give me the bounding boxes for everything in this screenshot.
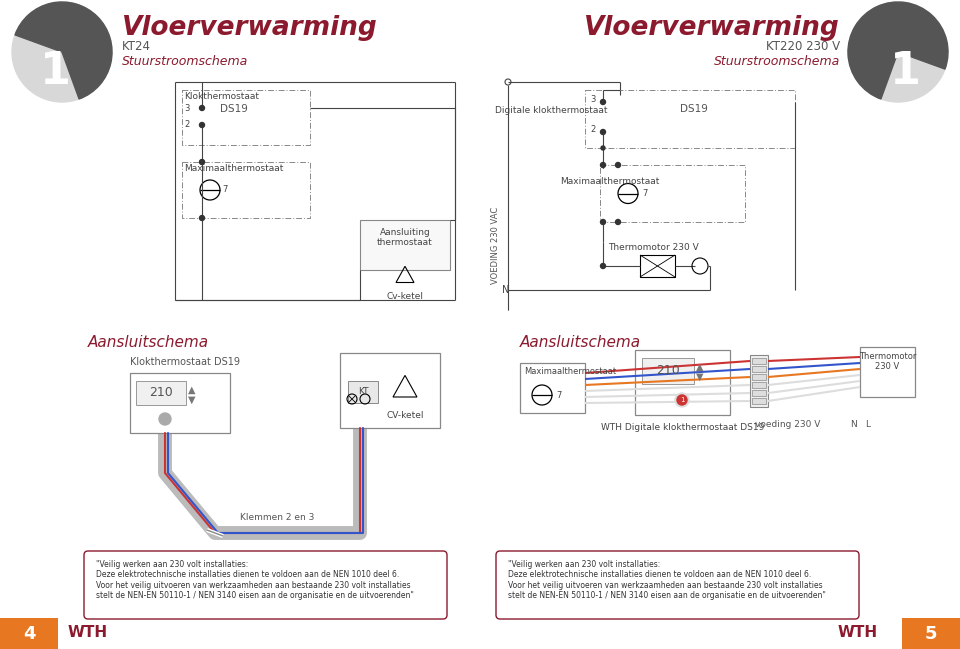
Bar: [0, 618, 58, 649]
Text: KT220 230 V: KT220 230 V: [766, 40, 840, 53]
Text: DS19: DS19: [680, 104, 708, 114]
Text: thermostaat: thermostaat: [377, 238, 433, 247]
Circle shape: [601, 162, 606, 167]
Text: Klokthermostaat: Klokthermostaat: [184, 92, 259, 101]
Text: 7: 7: [556, 391, 562, 400]
Text: Maximaalthermostaat: Maximaalthermostaat: [560, 177, 660, 186]
Bar: [182, 90, 310, 145]
Bar: [860, 347, 915, 397]
Text: WTH Digitale klokthermostaat DS19: WTH Digitale klokthermostaat DS19: [601, 423, 764, 432]
Bar: [130, 373, 230, 433]
Bar: [640, 255, 675, 277]
Text: ▼: ▼: [696, 372, 704, 382]
Text: ▲: ▲: [188, 385, 196, 395]
Text: WTH: WTH: [838, 625, 878, 640]
Text: Digitale klokthermostaat: Digitale klokthermostaat: [495, 106, 608, 115]
Bar: [600, 165, 745, 222]
Bar: [752, 398, 766, 404]
Text: 4: 4: [23, 625, 36, 643]
Bar: [585, 90, 795, 148]
Text: Aansluiting: Aansluiting: [379, 228, 430, 237]
Text: 3: 3: [590, 95, 595, 104]
Bar: [136, 381, 186, 405]
Text: VOEDING 230 VAC: VOEDING 230 VAC: [491, 206, 499, 284]
Bar: [520, 363, 585, 413]
Text: Vloerverwarming: Vloerverwarming: [122, 15, 377, 41]
Text: 1: 1: [890, 51, 921, 93]
Text: N: N: [502, 285, 510, 295]
Wedge shape: [848, 2, 948, 99]
Text: Klemmen 2 en 3: Klemmen 2 en 3: [240, 513, 314, 522]
Text: 2: 2: [590, 125, 595, 134]
Text: 7: 7: [222, 186, 228, 195]
Bar: [752, 390, 766, 396]
Bar: [750, 355, 768, 407]
Circle shape: [601, 263, 606, 269]
Circle shape: [601, 99, 606, 104]
Bar: [635, 350, 730, 415]
Text: Aansluitschema: Aansluitschema: [88, 335, 209, 350]
Text: WTH: WTH: [68, 625, 108, 640]
Text: "Veilig werken aan 230 volt installaties:
Deze elektrotechnische installaties di: "Veilig werken aan 230 volt installaties…: [508, 560, 826, 600]
FancyBboxPatch shape: [84, 551, 447, 619]
Circle shape: [159, 413, 171, 425]
Circle shape: [601, 146, 605, 150]
Circle shape: [200, 215, 204, 221]
Text: Vloerverwarming: Vloerverwarming: [585, 15, 840, 41]
Text: Aansluitschema: Aansluitschema: [520, 335, 641, 350]
Text: Maximaalthermostaat: Maximaalthermostaat: [184, 164, 283, 173]
Text: KT24: KT24: [122, 40, 151, 53]
Text: Stuurstroomschema: Stuurstroomschema: [122, 55, 249, 68]
Bar: [752, 382, 766, 388]
Text: "Veilig werken aan 230 volt installaties:
Deze elektrotechnische installaties di: "Veilig werken aan 230 volt installaties…: [96, 560, 414, 600]
Circle shape: [675, 393, 689, 407]
Text: KT: KT: [358, 387, 369, 397]
Bar: [752, 374, 766, 380]
Circle shape: [200, 106, 204, 110]
Bar: [182, 162, 310, 218]
Circle shape: [200, 123, 204, 127]
Bar: [752, 366, 766, 372]
Bar: [0, 620, 960, 649]
Bar: [340, 353, 440, 428]
Wedge shape: [15, 2, 112, 99]
Circle shape: [12, 2, 112, 102]
Text: 1: 1: [680, 397, 684, 403]
Bar: [902, 618, 960, 649]
Text: Thermomotor
230 V: Thermomotor 230 V: [859, 352, 916, 371]
Text: 7: 7: [642, 189, 647, 198]
Text: 1: 1: [39, 51, 70, 93]
Text: N: N: [850, 420, 856, 429]
Text: DS19: DS19: [220, 104, 248, 114]
Circle shape: [200, 160, 204, 164]
Text: CV-ketel: CV-ketel: [386, 411, 423, 420]
Text: Stuurstroomschema: Stuurstroomschema: [713, 55, 840, 68]
Bar: [360, 220, 450, 270]
Text: L: L: [865, 420, 870, 429]
Text: voeding 230 V: voeding 230 V: [755, 420, 821, 429]
Circle shape: [848, 2, 948, 102]
Text: Maximaalthermostaat: Maximaalthermostaat: [524, 367, 616, 376]
Text: Cv-ketel: Cv-ketel: [387, 292, 423, 301]
Text: 210: 210: [656, 365, 680, 378]
Circle shape: [615, 162, 620, 167]
Text: Klokthermostaat DS19: Klokthermostaat DS19: [130, 357, 240, 367]
FancyBboxPatch shape: [496, 551, 859, 619]
Text: ▼: ▼: [188, 395, 196, 405]
Circle shape: [601, 219, 606, 225]
Circle shape: [200, 160, 204, 164]
Text: 5: 5: [924, 625, 937, 643]
Bar: [348, 381, 378, 403]
Text: 3: 3: [184, 104, 189, 113]
Circle shape: [615, 219, 620, 225]
Text: ▲: ▲: [696, 362, 704, 372]
Circle shape: [677, 395, 687, 405]
Text: 210: 210: [149, 387, 173, 400]
Bar: [642, 358, 694, 384]
Bar: [752, 358, 766, 364]
Circle shape: [601, 130, 606, 134]
Text: 2: 2: [184, 120, 189, 129]
Text: Thermomotor 230 V: Thermomotor 230 V: [608, 243, 699, 252]
